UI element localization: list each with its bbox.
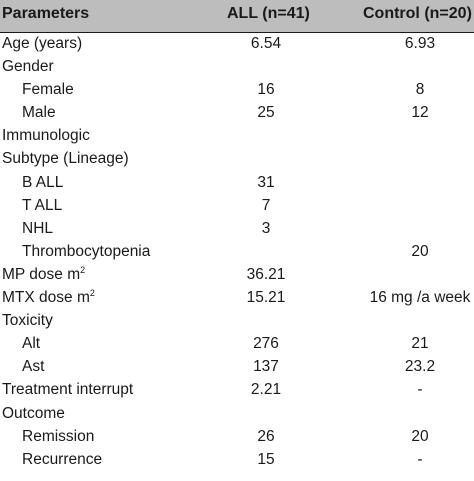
row-label: Thrombocytopenia (22, 242, 151, 260)
header-all: ALL (n=41) (227, 5, 310, 22)
table-row: Immunologic (0, 125, 474, 148)
row-control-value: 8 (415, 81, 425, 99)
row-label: Treatment interrupt (2, 381, 134, 399)
row-all-value: 31 (257, 173, 275, 191)
table-row: Outcome (0, 403, 474, 426)
row-control-value: 16 mg /a week (369, 289, 471, 307)
table-row: Remission 26 20 (0, 426, 474, 449)
row-label: Immunologic (2, 127, 90, 145)
table-row: MTX dose m2 15.21 16 mg /a week (0, 287, 474, 310)
table-header: Parameters ALL (n=41) Control (n=20) (0, 0, 474, 33)
superscript: 2 (89, 288, 95, 299)
row-label: B ALL (22, 173, 64, 191)
row-control-value: 20 (411, 242, 429, 260)
row-control-value: 23.2 (404, 358, 436, 376)
row-all-value: 3 (261, 219, 271, 237)
row-label: Female (22, 81, 74, 99)
row-all-value: 7 (261, 196, 271, 214)
table-row: MP dose m2 36.21 (0, 264, 474, 287)
table-row: NHL 3 (0, 218, 474, 241)
row-label: Remission (22, 427, 95, 445)
table-row: Alt 276 21 (0, 333, 474, 356)
row-label: Gender (2, 58, 54, 76)
table-row: Subtype (Lineage) (0, 148, 474, 171)
row-all-value: 2.21 (250, 381, 282, 399)
table-row: Treatment interrupt 2.21 - (0, 379, 474, 402)
row-all-value: 137 (253, 358, 279, 376)
row-control-value: 21 (411, 335, 429, 353)
row-label: Outcome (2, 404, 65, 422)
row-label: Toxicity (2, 312, 53, 330)
table-row: B ALL 31 (0, 172, 474, 195)
superscript: 2 (80, 264, 86, 275)
row-all-value: 36.21 (246, 265, 286, 283)
row-all-value: 6.54 (250, 35, 282, 52)
row-label-text: MP dose m (2, 265, 81, 283)
row-control-value: 6.93 (404, 35, 436, 52)
table-row: Thrombocytopenia 20 (0, 241, 474, 264)
table-row: T ALL 7 (0, 195, 474, 218)
row-label: MP dose m2 (2, 264, 86, 284)
row-label: Subtype (Lineage) (2, 150, 129, 168)
row-control-value: 20 (411, 427, 429, 445)
header-control: Control (n=20) (363, 5, 472, 22)
table-row: Male 25 12 (0, 102, 474, 125)
table-row: Recurrence 15 - (0, 449, 474, 472)
row-label: T ALL (22, 196, 63, 214)
row-label: Age (years) (2, 35, 83, 52)
row-label: Ast (22, 358, 45, 376)
row-control-value: 12 (411, 104, 429, 122)
row-all-value: 15 (257, 450, 275, 468)
row-label: NHL (22, 219, 54, 237)
row-control-value: - (417, 450, 423, 468)
row-all-value: 15.21 (246, 289, 286, 307)
header-parameters: Parameters (2, 5, 90, 22)
row-label: Male (22, 104, 56, 122)
table-row: Gender (0, 56, 474, 79)
row-control-value: - (417, 381, 423, 399)
table-row: Toxicity (0, 310, 474, 333)
row-label: MTX dose m2 (2, 288, 95, 307)
row-all-value: 25 (257, 104, 275, 122)
table-row: Ast 137 23.2 (0, 356, 474, 379)
row-label: Recurrence (22, 450, 103, 468)
table-row: Age (years) 6.54 6.93 (0, 33, 474, 56)
row-label-text: MTX dose m (2, 289, 90, 307)
row-all-value: 276 (253, 335, 279, 353)
table-row: Female 16 8 (0, 79, 474, 102)
row-all-value: 16 (257, 81, 275, 99)
row-label: Alt (22, 335, 41, 353)
row-all-value: 26 (257, 427, 275, 445)
